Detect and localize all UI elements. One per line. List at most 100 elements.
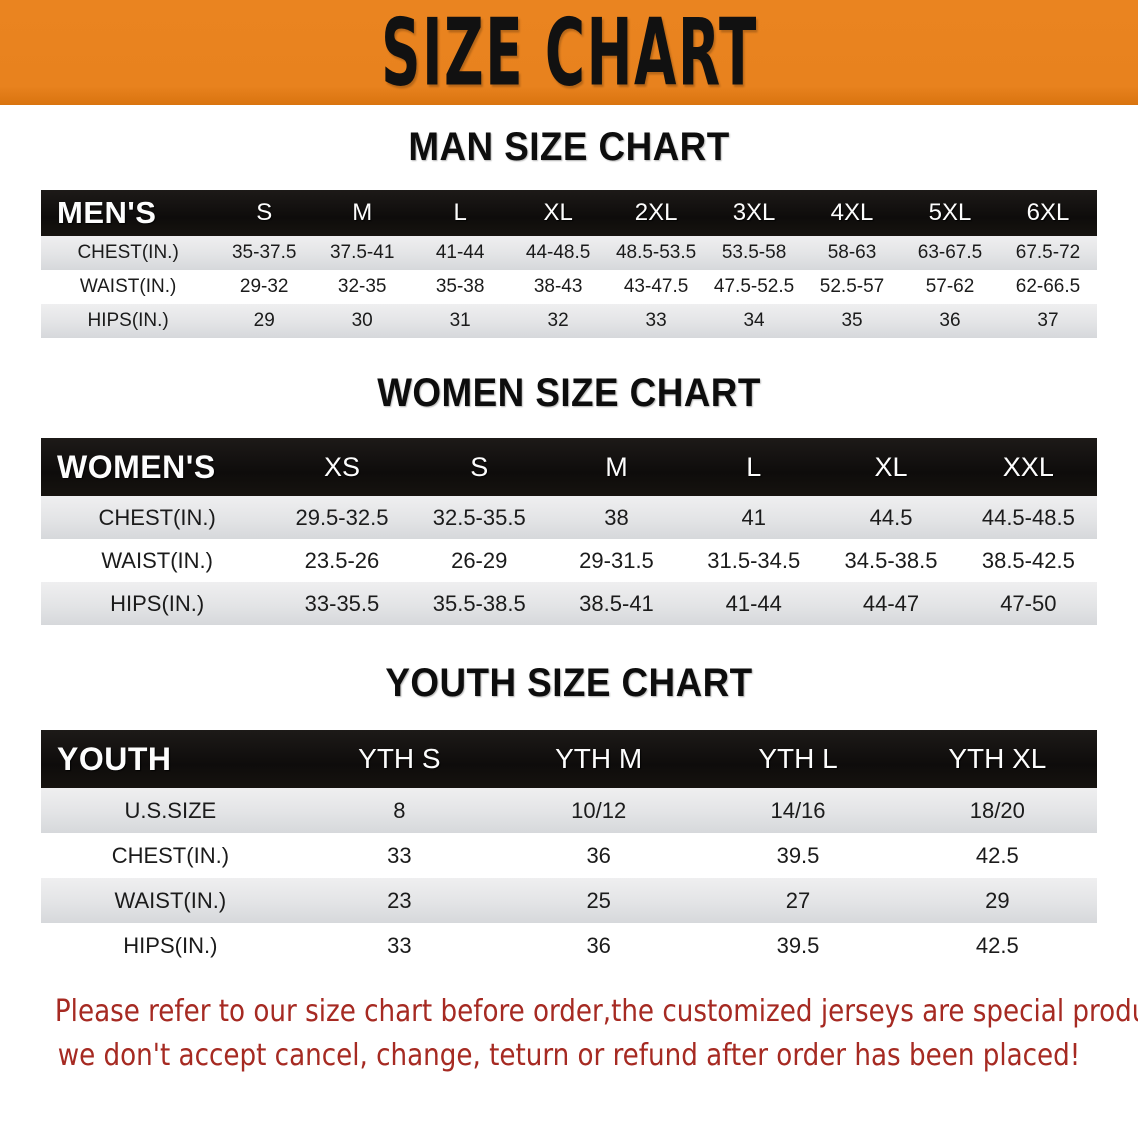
- man-row-label: WAIST(IN.): [79, 276, 177, 297]
- youth-row-label: HIPS(IN.): [123, 932, 218, 958]
- man-cell: 44-48.5: [525, 242, 591, 263]
- man-row-label: HIPS(IN.): [87, 310, 169, 331]
- women-size-table: WOMEN'S XS S M L XL XXL CHEST(IN.) 29.5-32.5 32.5…: [41, 438, 1097, 625]
- man-group-label: MEN'S: [57, 195, 157, 230]
- youth-size-header: YTH M: [555, 743, 643, 774]
- women-size-header: L: [746, 451, 762, 482]
- man-size-header: 5XL: [928, 199, 972, 226]
- table-row: WAIST(IN.) 29-32 32-35 35-38 38-43 43-47.5 47.…: [41, 270, 1097, 304]
- man-header-row: MEN'S S M L XL 2XL 3XL 4XL 5XL 6XL: [41, 190, 1097, 236]
- women-cell: 38.5-42.5: [981, 547, 1075, 573]
- table-row: WAIST(IN.) 23 25 27 29: [41, 878, 1097, 923]
- women-section-title: WOMEN SIZE CHART: [377, 371, 761, 415]
- women-cell: 23.5-26: [304, 547, 380, 573]
- man-cell: 47.5-52.5: [713, 276, 795, 297]
- women-cell: 41: [741, 504, 766, 530]
- youth-cell: 39.5: [776, 842, 820, 868]
- man-size-header: XL: [543, 199, 573, 226]
- women-row-label: WAIST(IN.): [101, 547, 213, 573]
- table-row: HIPS(IN.) 33-35.5 35.5-38.5 38.5-41 41-44 44-…: [41, 582, 1097, 625]
- women-cell: 44-47: [862, 590, 920, 616]
- table-row: U.S.SIZE 8 10/12 14/16 18/20: [41, 788, 1097, 833]
- youth-header-row: YOUTH YTH S YTH M YTH L YTH XL: [41, 730, 1097, 788]
- man-cell: 31: [449, 310, 471, 331]
- man-cell: 67.5-72: [1015, 242, 1081, 263]
- women-cell: 31.5-34.5: [707, 547, 801, 573]
- table-row: CHEST(IN.) 33 36 39.5 42.5: [41, 833, 1097, 878]
- man-cell: 52.5-57: [819, 276, 885, 297]
- youth-row-label: U.S.SIZE: [124, 797, 217, 823]
- man-cell: 35-37.5: [231, 242, 297, 263]
- women-cell: 26-29: [451, 547, 508, 573]
- women-size-header: M: [605, 451, 628, 482]
- women-size-header: XXL: [1002, 451, 1054, 482]
- man-size-header: S: [256, 199, 273, 226]
- women-cell: 35.5-38.5: [432, 590, 526, 616]
- man-cell: 37: [1037, 310, 1059, 331]
- women-cell: 41-44: [725, 590, 782, 616]
- youth-cell: 25: [586, 887, 611, 913]
- youth-row-label: CHEST(IN.): [111, 842, 230, 868]
- women-cell: 44.5: [869, 504, 913, 530]
- youth-cell: 36: [586, 932, 611, 958]
- man-cell: 29: [253, 310, 275, 331]
- man-cell: 34: [743, 310, 765, 331]
- table-row: CHEST(IN.) 29.5-32.5 32.5-35.5 38 41 44.5 44.5…: [41, 496, 1097, 539]
- man-cell: 35-38: [435, 276, 485, 297]
- youth-cell: 33: [387, 932, 412, 958]
- youth-size-header: YTH L: [758, 743, 838, 774]
- man-cell: 57-62: [925, 276, 975, 297]
- women-group-label: WOMEN'S: [57, 448, 216, 485]
- man-size-header: 4XL: [830, 199, 874, 226]
- man-cell: 36: [939, 310, 961, 331]
- man-cell: 33: [645, 310, 667, 331]
- women-cell: 29-31.5: [579, 547, 654, 573]
- women-row-label: HIPS(IN.): [110, 590, 205, 616]
- youth-cell: 36: [586, 842, 611, 868]
- women-cell: 38.5-41: [579, 590, 654, 616]
- man-section-title: MAN SIZE CHART: [408, 125, 730, 169]
- man-cell: 32-35: [337, 276, 387, 297]
- youth-size-header: YTH S: [358, 743, 441, 774]
- man-size-header: 6XL: [1026, 199, 1070, 226]
- man-cell: 41-44: [435, 242, 485, 263]
- man-cell: 62-66.5: [1015, 276, 1081, 297]
- youth-section-title: YOUTH SIZE CHART: [385, 661, 753, 705]
- disclaimer-line-2: we don't accept cancel, change, teturn o…: [57, 1037, 1081, 1073]
- man-cell: 35: [841, 310, 863, 331]
- women-row-label: CHEST(IN.): [98, 504, 216, 530]
- women-cell: 32.5-35.5: [432, 504, 526, 530]
- man-size-header: M: [352, 199, 373, 226]
- man-row-label: CHEST(IN.): [77, 242, 179, 263]
- man-cell: 63-67.5: [917, 242, 983, 263]
- youth-cell: 27: [785, 887, 811, 913]
- youth-cell: 10/12: [571, 797, 627, 823]
- table-row: WAIST(IN.) 23.5-26 26-29 29-31.5 31.5-34.5 34…: [41, 539, 1097, 582]
- women-cell: 34.5-38.5: [844, 547, 938, 573]
- man-cell: 58-63: [827, 242, 877, 263]
- youth-cell: 18/20: [969, 797, 1025, 823]
- women-size-header: XL: [874, 451, 908, 482]
- women-header-row: WOMEN'S XS S M L XL XXL: [41, 438, 1097, 496]
- table-row: HIPS(IN.) 29 30 31 32 33 34 35 36 37: [41, 304, 1097, 338]
- table-row: CHEST(IN.) 35-37.5 37.5-41 41-44 44-48.5 48.5…: [41, 236, 1097, 270]
- women-cell: 44.5-48.5: [981, 504, 1075, 530]
- man-cell: 30: [351, 310, 373, 331]
- youth-cell: 23: [387, 887, 412, 913]
- youth-cell: 29: [985, 887, 1010, 913]
- man-cell: 29-32: [239, 276, 289, 297]
- youth-cell: 14/16: [770, 797, 826, 823]
- man-cell: 53.5-58: [721, 242, 787, 263]
- man-cell: 48.5-53.5: [615, 242, 697, 263]
- order-policy-disclaimer: Please refer to our size chart before or…: [55, 990, 1138, 1077]
- man-size-table: MEN'S S M L XL 2XL 3XL 4XL 5XL 6XL CHEST(IN.) 35-37…: [41, 190, 1097, 338]
- page-banner: SIZE CHART: [0, 0, 1138, 105]
- women-size-header: S: [470, 451, 489, 482]
- man-size-header: 2XL: [634, 199, 678, 226]
- youth-size-table: YOUTH YTH S YTH M YTH L YTH XL U.S.SIZE 8 10/12…: [41, 730, 1097, 968]
- page-title: SIZE CHART: [380, 0, 758, 105]
- women-cell: 33-35.5: [304, 590, 380, 616]
- man-cell: 38-43: [533, 276, 583, 297]
- youth-cell: 42.5: [975, 932, 1019, 958]
- youth-cell: 42.5: [975, 842, 1019, 868]
